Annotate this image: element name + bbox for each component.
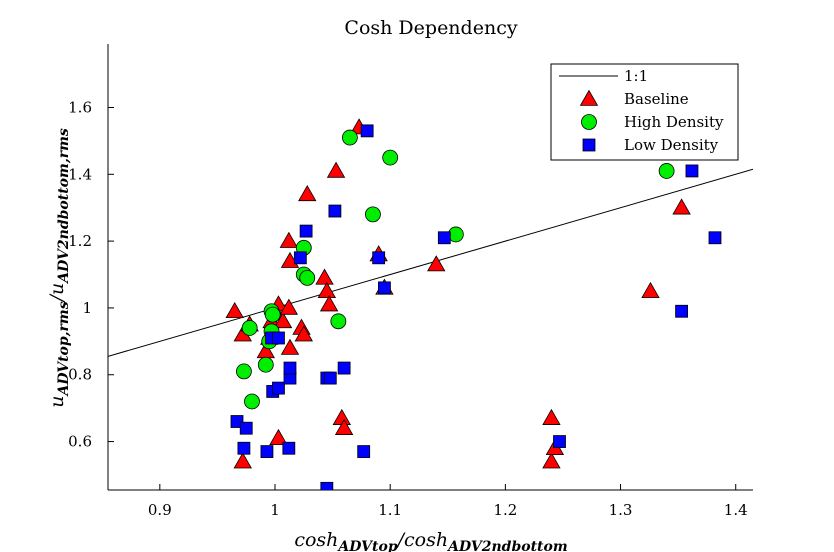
legend-label: High Density	[624, 113, 724, 131]
y-tick-label: 0.8	[68, 366, 92, 384]
x-tick-label: 0.9	[148, 501, 172, 519]
axis-label-text: u	[46, 396, 68, 408]
reference-line-1-1	[108, 168, 753, 357]
point-low-density	[685, 164, 699, 178]
legend-label: 1:1	[624, 67, 648, 85]
legend-label: Baseline	[624, 90, 689, 108]
axis-label-text: /u	[46, 283, 68, 304]
x-tick-label: 1	[270, 501, 280, 519]
legend-marker	[582, 138, 596, 152]
data-points-layer	[225, 118, 722, 490]
point-low-density	[272, 381, 285, 395]
point-low-density	[237, 441, 251, 455]
series-baseline	[225, 118, 691, 469]
series-low-density	[230, 124, 722, 490]
point-baseline	[641, 281, 660, 298]
x-tick-label: 1.1	[378, 501, 402, 519]
legend-box	[550, 63, 739, 161]
point-baseline	[280, 338, 300, 355]
axis-label-text: /cosh	[396, 529, 448, 551]
chart-title: Cosh Dependency	[344, 17, 517, 39]
plot-axes: 0.9 1 1.1 1.2 1.3 1.4 0.6 0.8 1 1.2 1.4 1.6	[68, 44, 753, 519]
point-baseline	[225, 301, 244, 319]
legend-marker	[581, 114, 597, 130]
point-baseline	[542, 408, 561, 425]
axis-label-subscript: ADVtop	[336, 539, 397, 552]
point-low-density	[260, 445, 274, 458]
point-low-density	[282, 441, 296, 455]
point-low-density	[708, 231, 722, 245]
point-low-density	[378, 281, 391, 295]
point-low-density	[293, 251, 307, 265]
point-low-density	[283, 361, 297, 375]
point-baseline	[672, 198, 691, 215]
point-low-density	[328, 204, 342, 218]
axis-label-text: cosh	[294, 529, 338, 551]
axis-label-subscript: ADVtop,rms	[56, 301, 72, 397]
point-baseline	[319, 295, 339, 312]
x-tick-label: 1.4	[724, 501, 748, 519]
y-tick-label: 0.6	[68, 433, 92, 451]
point-baseline	[294, 325, 313, 342]
legend: 1:1 Baseline High Density Low Density	[550, 63, 739, 161]
x-tick-label: 1.2	[493, 501, 517, 519]
point-low-density	[437, 231, 451, 245]
reference-line-layer	[108, 168, 753, 357]
point-high-density	[264, 306, 281, 323]
legend-label: Low Density	[624, 136, 719, 154]
point-high-density	[244, 393, 260, 410]
point-baseline	[279, 231, 299, 248]
point-high-density	[365, 206, 381, 223]
point-low-density	[675, 304, 688, 318]
point-high-density	[382, 149, 399, 166]
point-low-density	[299, 224, 313, 238]
point-baseline	[315, 268, 334, 285]
axis-label-subscript: ADV2ndbottom	[446, 539, 568, 552]
point-baseline	[326, 161, 346, 178]
point-baseline	[298, 185, 317, 202]
axis-label-subscript: ADV2ndbottom,rms	[56, 128, 72, 285]
point-low-density	[239, 421, 253, 435]
point-baseline	[317, 281, 337, 298]
point-high-density	[658, 163, 675, 179]
point-high-density	[341, 129, 358, 146]
x-tick-label: 1.3	[609, 501, 633, 519]
point-low-density	[337, 361, 351, 375]
series-high-density	[236, 129, 675, 410]
point-baseline	[233, 452, 252, 469]
point-low-density	[360, 124, 374, 138]
point-low-density	[553, 435, 566, 448]
y-tick-label: 1.6	[68, 98, 92, 116]
point-low-density	[372, 251, 386, 265]
y-axis-label: uADVtop,rms/uADV2ndbottom,rms	[46, 128, 72, 408]
x-axis-label: coshADVtop/coshADV2ndbottom	[294, 529, 567, 552]
point-baseline	[332, 408, 352, 425]
point-baseline	[542, 452, 561, 469]
point-high-density	[330, 313, 347, 330]
point-low-density	[272, 331, 285, 345]
point-low-density	[320, 481, 334, 490]
point-high-density	[236, 363, 252, 380]
point-baseline	[269, 428, 288, 445]
y-tick-label: 1	[82, 299, 92, 317]
point-baseline	[273, 311, 293, 329]
point-baseline	[279, 298, 299, 315]
point-low-density	[323, 371, 337, 385]
y-tick-label: 1.4	[68, 165, 92, 183]
point-low-density	[357, 445, 371, 458]
point-high-density	[241, 320, 258, 336]
legend-marker	[579, 89, 599, 106]
point-baseline	[427, 255, 446, 272]
point-baseline	[334, 418, 354, 435]
point-high-density	[299, 269, 316, 286]
point-high-density	[257, 356, 274, 373]
y-tick-label: 1.2	[68, 232, 92, 250]
